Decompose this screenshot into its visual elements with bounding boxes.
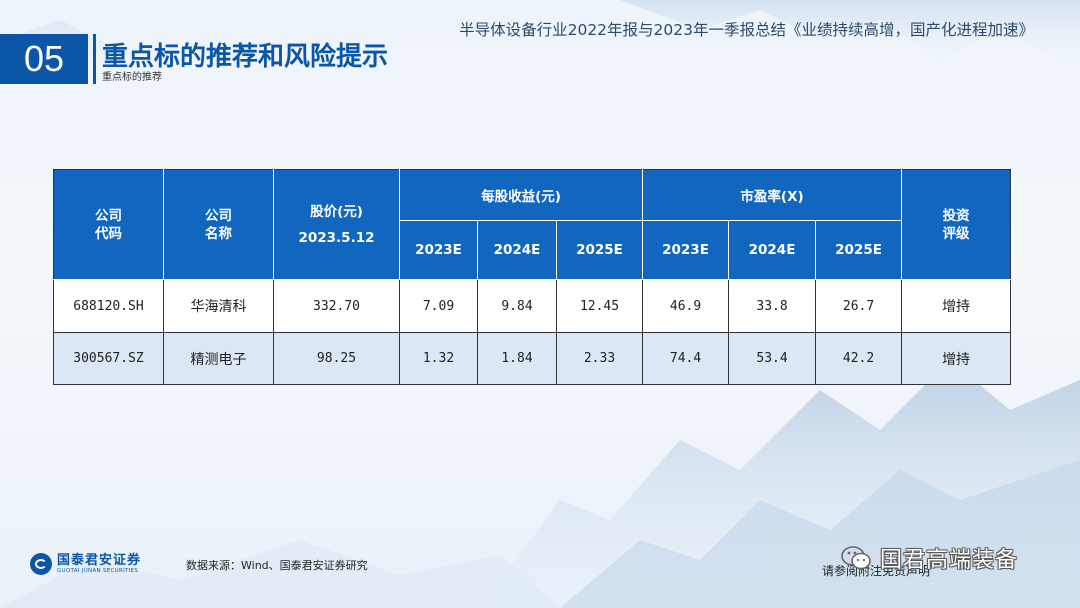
cell-price: 98.25 [273, 332, 400, 385]
logo-icon [30, 553, 52, 575]
cell-eps-2025: 12.45 [555, 279, 644, 333]
cell-name: 精测电子 [163, 332, 274, 385]
logo-text-en: GUOTAI JUNAN SECURITIES [57, 567, 139, 574]
header-eps-group: 每股收益(元) [398, 169, 644, 221]
company-logo: 国泰君安证券 GUOTAI JUNAN SECURITIES [30, 553, 141, 575]
table-header-row: 公司 代码 公司 名称 股价(元) 2023.5.12 每股收益(元) 市盈率(… [53, 169, 1012, 280]
cell-code: 688120.SH [53, 279, 164, 333]
header-eps-2023: 2023E [399, 220, 478, 280]
header-company-code: 公司 代码 [53, 169, 164, 280]
header-price: 股价(元) 2023.5.12 [273, 169, 400, 280]
logo-text-cn: 国泰君安证券 [57, 552, 142, 568]
wechat-icon [841, 546, 871, 570]
table-row: 688120.SH 华海清科 332.70 7.09 9.84 12.45 46… [53, 279, 1012, 333]
cell-code: 300567.SZ [53, 332, 164, 385]
data-source: 数据来源：Wind、国泰君安证券研究 [186, 559, 368, 572]
header-rating: 投资 评级 [901, 169, 1012, 280]
cell-rating: 增持 [901, 332, 1012, 385]
cell-pe-2024: 33.8 [728, 279, 817, 333]
cell-pe-2024: 53.4 [728, 332, 817, 385]
section-subtitle: 重点标的推荐 [102, 72, 162, 83]
section-title: 重点标的推荐和风险提示 [102, 42, 389, 72]
cell-eps-2025: 2.33 [555, 332, 644, 385]
cell-pe-2025: 26.7 [815, 279, 903, 333]
recommendation-table: 公司 代码 公司 名称 股价(元) 2023.5.12 每股收益(元) 市盈率(… [53, 169, 1012, 385]
cell-pe-2025: 42.2 [815, 332, 903, 385]
header-company-name: 公司 名称 [163, 169, 274, 280]
header-eps-2024: 2024E [477, 220, 557, 280]
cell-eps-2023: 1.32 [399, 332, 478, 385]
header-pe-2023: 2023E [642, 220, 730, 280]
cell-eps-2023: 7.09 [399, 279, 478, 333]
cell-rating: 增持 [901, 279, 1012, 333]
cell-eps-2024: 1.84 [477, 332, 557, 385]
header-pe-group: 市盈率(X) [642, 169, 903, 221]
section-divider [93, 34, 96, 84]
section-number: 05 [0, 34, 88, 84]
header-pe-2025: 2025E [815, 220, 903, 280]
cell-name: 华海清科 [163, 279, 274, 333]
disclaimer: 请参阅附注免责声明 [822, 564, 931, 578]
report-title: 半导体设备行业2022年报与2023年一季报总结《业绩持续高增，国产化进程加速》 [459, 21, 1034, 39]
wechat-watermark: 国君高端装备 [840, 542, 1018, 574]
header-pe-2024: 2024E [728, 220, 817, 280]
watermark-text: 国君高端装备 [880, 548, 1019, 573]
cell-pe-2023: 74.4 [642, 332, 730, 385]
header-eps-2025: 2025E [555, 220, 644, 280]
cell-price: 332.70 [273, 279, 400, 333]
table-row: 300567.SZ 精测电子 98.25 1.32 1.84 2.33 74.4… [53, 332, 1012, 385]
cell-pe-2023: 46.9 [642, 279, 730, 333]
cell-eps-2024: 9.84 [477, 279, 557, 333]
